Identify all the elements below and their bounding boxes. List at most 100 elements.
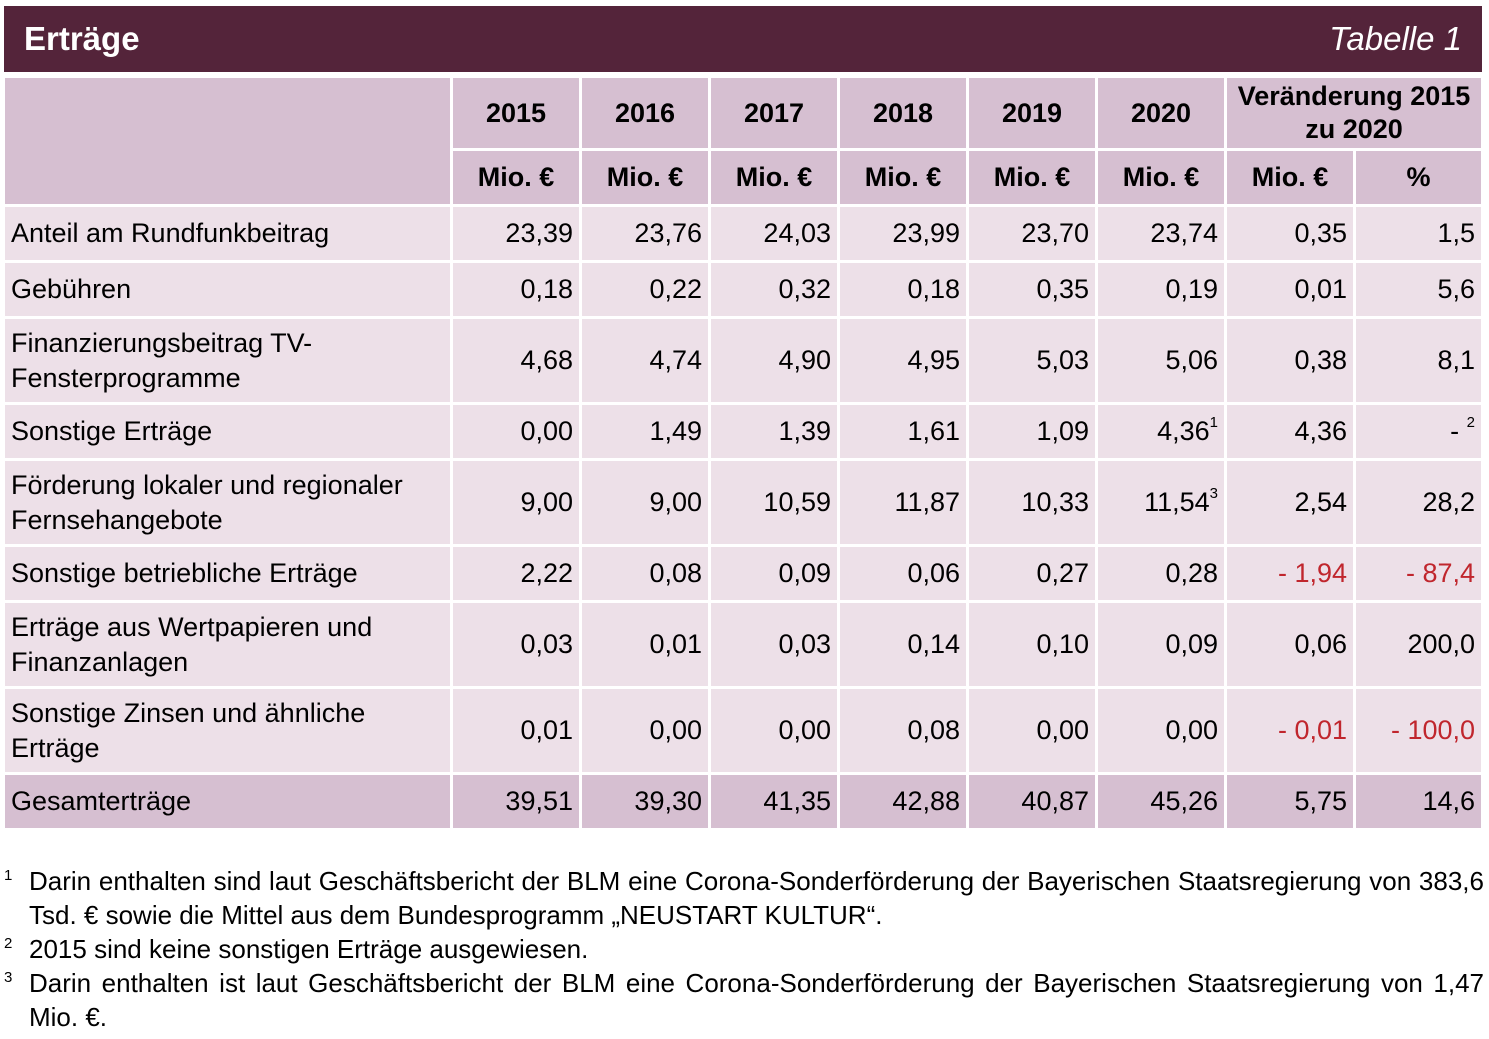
row-value: 23,39: [453, 207, 579, 260]
row-value: 24,03: [711, 207, 837, 260]
row-value: 0,00: [711, 689, 837, 772]
header-unit: Mio. €: [1227, 151, 1353, 204]
row-change-pct: 200,0: [1356, 603, 1482, 686]
footnote-ref: 2: [1466, 414, 1476, 431]
table-number: Tabelle 1: [1329, 20, 1462, 57]
header-year: 2020: [1098, 78, 1224, 148]
total-value: 41,35: [711, 775, 837, 828]
header-unit: Mio. €: [840, 151, 966, 204]
row-change-abs: 0,38: [1227, 319, 1353, 402]
row-change-pct: 28,2: [1356, 461, 1482, 544]
footnote-mark: 1: [4, 867, 13, 884]
total-value: 39,30: [582, 775, 708, 828]
row-value: 0,00: [969, 689, 1095, 772]
row-change-abs: 0,35: [1227, 207, 1353, 260]
value-text: 11,54: [1144, 487, 1210, 517]
row-value: 1,61: [840, 405, 966, 458]
row-value: 0,18: [453, 263, 579, 316]
header-unit: Mio. €: [1098, 151, 1224, 204]
row-value: 0,35: [969, 263, 1095, 316]
footnote-text: Darin enthalten sind laut Geschäftsberic…: [29, 866, 1484, 930]
row-value: 0,19: [1098, 263, 1224, 316]
total-value: 40,87: [969, 775, 1095, 828]
footnote-ref: 1: [1209, 414, 1218, 431]
row-value: 0,03: [711, 603, 837, 686]
row-value: 10,59: [711, 461, 837, 544]
row-change-abs: 2,54: [1227, 461, 1353, 544]
row-value: 23,70: [969, 207, 1095, 260]
row-change-pct: - 100,0: [1356, 689, 1482, 772]
row-label: Finanzierungsbeitrag TV-Fensterprogramme: [5, 319, 450, 402]
footnote-mark: 2: [4, 935, 13, 952]
header-unit: Mio. €: [711, 151, 837, 204]
row-value: 23,74: [1098, 207, 1224, 260]
row-label: Anteil am Rundfunkbeitrag: [5, 207, 450, 260]
row-value: 0,00: [453, 405, 579, 458]
row-value: 0,27: [969, 547, 1095, 600]
header-change: Veränderung 2015 zu 2020: [1227, 78, 1482, 148]
footnote-ref: 3: [1209, 485, 1218, 502]
header-year: 2018: [840, 78, 966, 148]
row-value: 23,99: [840, 207, 966, 260]
row-value: 0,01: [582, 603, 708, 686]
table-title: Erträge: [24, 20, 140, 57]
row-value: 0,01: [453, 689, 579, 772]
row-value: 0,09: [1098, 603, 1224, 686]
header-unit: Mio. €: [969, 151, 1095, 204]
row-value: 4,90: [711, 319, 837, 402]
row-value: 4,74: [582, 319, 708, 402]
footnote-mark: 3: [4, 969, 13, 986]
row-change-pct: - 87,4: [1356, 547, 1482, 600]
total-change-pct: 14,6: [1356, 775, 1482, 828]
row-value: 10,33: [969, 461, 1095, 544]
value-text: 4,36: [1157, 416, 1210, 446]
total-row: Gesamterträge 39,51 39,30 41,35 42,88 40,87 45…: [5, 775, 1482, 828]
table-row: Anteil am Rundfunkbeitrag 23,39 23,76 24,03…: [5, 207, 1482, 260]
total-change-abs: 5,75: [1227, 775, 1353, 828]
row-value: 0,00: [1098, 689, 1224, 772]
row-change-pct: 8,1: [1356, 319, 1482, 402]
row-change-abs: 0,01: [1227, 263, 1353, 316]
row-label: Sonstige Erträge: [5, 405, 450, 458]
row-label: Sonstige Zinsen und ähnliche Erträge: [5, 689, 450, 772]
row-value: 11,543: [1098, 461, 1224, 544]
value-text: -: [1450, 416, 1460, 446]
table-row: Förderung lokaler und regionaler Fernseh…: [5, 461, 1482, 544]
header-corner: [5, 78, 450, 204]
header-year: 2016: [582, 78, 708, 148]
row-value: 1,49: [582, 405, 708, 458]
row-value: 0,32: [711, 263, 837, 316]
row-value: 4,68: [453, 319, 579, 402]
row-value: 4,361: [1098, 405, 1224, 458]
header-unit: Mio. €: [453, 151, 579, 204]
row-change-pct: 1,5: [1356, 207, 1482, 260]
row-value: 23,76: [582, 207, 708, 260]
row-value: 9,00: [453, 461, 579, 544]
row-value: 11,87: [840, 461, 966, 544]
header-year: 2019: [969, 78, 1095, 148]
row-value: 5,03: [969, 319, 1095, 402]
row-value: 9,00: [582, 461, 708, 544]
table-row: Sonstige betriebliche Erträge 2,22 0,08 0,0…: [5, 547, 1482, 600]
footnote: 3 Darin enthalten ist laut Geschäftsberic…: [4, 966, 1484, 1034]
footnote: 2 2015 sind keine sonstigen Erträge ausge…: [4, 932, 1484, 966]
row-change-pct: - 2: [1356, 405, 1482, 458]
total-value: 42,88: [840, 775, 966, 828]
row-value: 0,10: [969, 603, 1095, 686]
total-value: 39,51: [453, 775, 579, 828]
total-label: Gesamterträge: [5, 775, 450, 828]
header-unit: Mio. €: [582, 151, 708, 204]
table-row: Finanzierungsbeitrag TV-Fensterprogramme…: [5, 319, 1482, 402]
row-change-abs: 4,36: [1227, 405, 1353, 458]
row-value: 4,95: [840, 319, 966, 402]
row-value: 0,03: [453, 603, 579, 686]
table-row: Erträge aus Wertpapieren und Finanzanlag…: [5, 603, 1482, 686]
table-row: Gebühren 0,18 0,22 0,32 0,18 0,35 0,19 0,01 5,6: [5, 263, 1482, 316]
header-percent: %: [1356, 151, 1482, 204]
row-change-abs: 0,06: [1227, 603, 1353, 686]
row-value: 0,06: [840, 547, 966, 600]
row-label: Förderung lokaler und regionaler Fernseh…: [5, 461, 450, 544]
row-value: 0,08: [840, 689, 966, 772]
footnote-text: 2015 sind keine sonstigen Erträge ausgew…: [29, 934, 589, 964]
header-year: 2017: [711, 78, 837, 148]
